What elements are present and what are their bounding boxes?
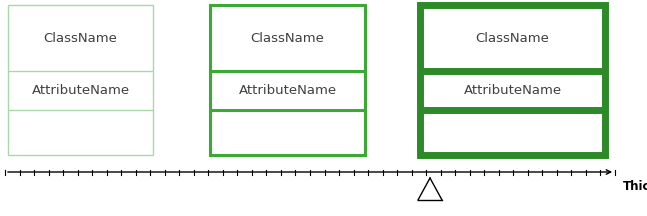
Bar xyxy=(8,5,153,155)
Bar xyxy=(210,5,365,155)
Text: Thickness/Size: Thickness/Size xyxy=(623,179,647,192)
Text: ClassName: ClassName xyxy=(43,32,118,44)
Text: AttributeName: AttributeName xyxy=(32,84,129,97)
Text: ClassName: ClassName xyxy=(250,32,324,44)
Text: AttributeName: AttributeName xyxy=(463,84,562,97)
Text: ClassName: ClassName xyxy=(476,32,549,44)
Bar xyxy=(420,5,605,155)
Text: AttributeName: AttributeName xyxy=(239,84,336,97)
